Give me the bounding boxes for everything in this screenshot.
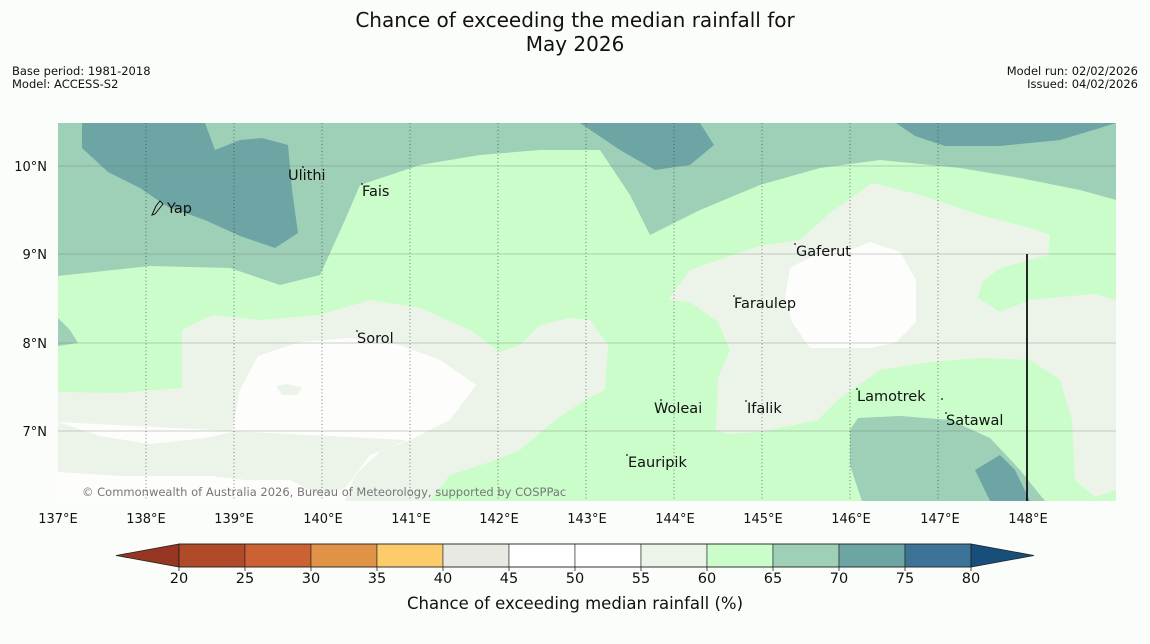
colorbar-label: Chance of exceeding median rainfall (%): [406, 594, 744, 613]
lon-label-140e: 140°E: [303, 512, 343, 527]
place-label-ifalik: Ifalik: [747, 401, 782, 417]
place-label-yap: Yap: [166, 201, 192, 217]
model-name: Model: ACCESS-S2: [12, 77, 119, 91]
colorbar-over-triangle: [970, 543, 1035, 568]
lon-label-146e: 146°E: [831, 512, 871, 527]
marker-woleai: [660, 399, 662, 401]
place-label-lamotrek: Lamotrek: [857, 389, 926, 405]
marker-satawal: [945, 412, 947, 414]
contour-70-75-nw: [58, 123, 1116, 285]
colorbar-segment-65: [772, 543, 840, 568]
contour-45-55-east: [785, 242, 916, 348]
colorbar-tick-label-30: 30: [302, 571, 320, 587]
lat-label-10n: 10°N: [14, 160, 47, 175]
title-line-2: May 2026: [525, 32, 625, 56]
colorbar: 20 25 30 35 40 45 50 55 60 65 70 75 80: [115, 543, 1035, 587]
marker-faraulep: [733, 295, 735, 297]
contour-75-80-north: [580, 123, 714, 170]
colorbar-segment-50: [574, 543, 642, 568]
place-label-woleai: Woleai: [654, 401, 702, 417]
colorbar-segment-45: [508, 543, 576, 568]
colorbar-tick-label-60: 60: [698, 571, 716, 587]
colorbar-tick-label-45: 45: [500, 571, 518, 587]
colorbar-segment-20: [178, 543, 246, 568]
place-markers: [302, 166, 947, 456]
contour-45-55-sw: [58, 338, 476, 501]
colorbar-tick-label-40: 40: [434, 571, 452, 587]
title-line-1: Chance of exceeding the median rainfall …: [355, 8, 795, 32]
contour-75-80-se2: [975, 455, 1030, 501]
marker-ifalik: [745, 400, 747, 402]
yap-island-icon: [151, 200, 164, 216]
colorbar-segment-75: [904, 543, 972, 568]
colorbar-tick-label-65: 65: [764, 571, 782, 587]
place-label-satawal: Satawal: [946, 413, 1003, 429]
colorbar-tick-label-50: 50: [566, 571, 584, 587]
lon-label-138e: 138°E: [126, 512, 166, 527]
place-label-eauripik: Eauripik: [628, 455, 687, 471]
marker-fais: [361, 183, 363, 185]
marker-gaferut: [794, 243, 796, 245]
colorbar-segment-40: [442, 543, 510, 568]
contour-75-80-ne: [896, 123, 1116, 146]
colorbar-tick-label-70: 70: [830, 571, 848, 587]
lon-label-142e: 142°E: [479, 512, 519, 527]
lon-label-144e: 144°E: [655, 512, 695, 527]
forecast-contours: [58, 123, 1116, 501]
marker-ulithi: [302, 166, 304, 168]
contour-75-80-yap: [82, 123, 298, 248]
model-run: Model run: 02/02/2026: [1006, 64, 1138, 78]
colorbar-under-triangle: [115, 543, 180, 568]
place-label-fais: Fais: [362, 184, 389, 200]
lon-label-148e: 148°E: [1008, 512, 1048, 527]
grid-lat: [58, 165, 1116, 432]
grid: [145, 123, 939, 501]
lat-label-9n: 9°N: [23, 248, 48, 263]
colorbar-tick-label-75: 75: [896, 571, 914, 587]
colorbar-tick-label-25: 25: [236, 571, 254, 587]
lon-label-145e: 145°E: [743, 512, 783, 527]
map-title: Chance of exceeding the median rainfall …: [0, 8, 1150, 56]
colorbar-segment-35: [376, 543, 444, 568]
place-label-sorol: Sorol: [357, 331, 394, 347]
colorbar-segment-25: [244, 543, 312, 568]
colorbar-segment-60: [706, 543, 774, 568]
base-period: Base period: 1981-2018: [12, 64, 151, 78]
marker-lamotrek: [856, 388, 858, 390]
lat-label-7n: 7°N: [23, 425, 48, 440]
lat-label-8n: 8°N: [23, 337, 48, 352]
copyright-text: © Commonwealth of Australia 2026, Bureau…: [82, 485, 566, 499]
place-labels: Ulithi Fais Yap Gaferut Faraulep Sorol W…: [166, 168, 1003, 471]
marker-eauripik: [626, 454, 628, 456]
lon-label-143e: 143°E: [567, 512, 607, 527]
colorbar-tick-label-35: 35: [368, 571, 386, 587]
lon-axis-labels: 137°E 138°E 139°E 140°E 141°E 142°E 143°…: [38, 512, 1048, 527]
lon-label-139e: 139°E: [214, 512, 254, 527]
lat-axis-labels: 10°N 9°N 8°N 7°N: [14, 160, 47, 440]
colorbar-segment-70: [838, 543, 906, 568]
lon-label-137e: 137°E: [38, 512, 78, 527]
place-label-gaferut: Gaferut: [796, 244, 851, 260]
place-label-faraulep: Faraulep: [734, 296, 796, 312]
marker-lamotrek-2: [941, 398, 943, 400]
lon-label-141e: 141°E: [391, 512, 431, 527]
lon-label-147e: 147°E: [920, 512, 960, 527]
colorbar-tick-label-80: 80: [962, 571, 980, 587]
meta-left: Base period: 1981-2018 Model: ACCESS-S2: [12, 65, 151, 91]
place-label-ulithi: Ulithi: [288, 168, 326, 184]
colorbar-tick-label-20: 20: [170, 571, 188, 587]
colorbar-tick-label-55: 55: [632, 571, 650, 587]
marker-sorol: [356, 330, 358, 332]
contour-45-55-small: [276, 384, 302, 395]
meta-right: Model run: 02/02/2026 Issued: 04/02/2026: [1007, 65, 1138, 91]
colorbar-segment-55: [640, 543, 708, 568]
contour-70-75-west: [58, 318, 78, 346]
contour-60-65-lamotrek: [845, 358, 1075, 495]
colorbar-segment-30: [310, 543, 378, 568]
issued-date: Issued: 04/02/2026: [1027, 77, 1138, 91]
